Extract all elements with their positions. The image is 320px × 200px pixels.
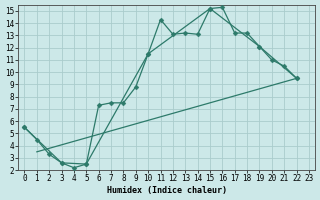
X-axis label: Humidex (Indice chaleur): Humidex (Indice chaleur) — [107, 186, 227, 195]
